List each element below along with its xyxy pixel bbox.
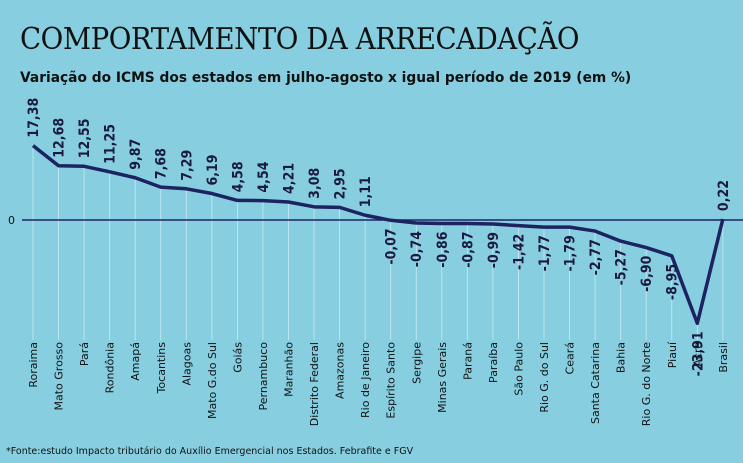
category-label: Acre <box>691 342 704 367</box>
data-label: -6,90 <box>639 255 655 292</box>
category-label: Maranhão <box>283 342 296 397</box>
category-label: Brasil <box>717 342 730 373</box>
category-label: Minas Gerais <box>436 342 449 413</box>
data-label: -5,27 <box>614 249 630 285</box>
data-label: 7,29 <box>179 150 195 181</box>
data-label: -1,42 <box>511 234 527 270</box>
chart-subtitle: Variação do ICMS dos estados em julho-ag… <box>20 70 632 86</box>
data-label: -2,77 <box>588 239 604 275</box>
category-label: Paraná <box>461 342 474 380</box>
category-label: Ceará <box>564 342 577 374</box>
data-label: -23,91 <box>690 331 706 376</box>
data-label: -1,77 <box>537 235 553 271</box>
zero-tick-label: 0 <box>8 214 15 227</box>
data-label: -0,74 <box>409 231 425 268</box>
data-label: 12,55 <box>77 118 93 158</box>
chart-title: COMPORTAMENTO DA ARRECADAÇÃO <box>20 22 580 57</box>
category-label: Mato G.do Sul <box>206 342 219 419</box>
category-label: Mato Grosso <box>53 342 66 411</box>
data-label: 3,08 <box>307 168 323 199</box>
category-label: Rondônia <box>104 342 117 393</box>
data-label: -0,87 <box>460 231 476 267</box>
data-label: 4,21 <box>282 163 298 194</box>
data-label: 6,19 <box>205 154 221 185</box>
category-label: Rio G. do Sul <box>538 342 551 413</box>
data-label: 0,22 <box>716 180 732 211</box>
category-label: Tocantins <box>155 342 168 395</box>
data-label: -0,86 <box>435 231 451 268</box>
data-label: 12,68 <box>52 118 68 158</box>
category-label: Bahia <box>615 342 628 373</box>
data-label: 2,95 <box>333 168 349 199</box>
category-label: Pará <box>78 342 91 366</box>
category-label: Rio G. do Norte <box>640 342 653 426</box>
category-label: Sergipe <box>410 342 423 384</box>
category-label: Rio de Janeiro <box>359 342 372 418</box>
category-label: São Paulo <box>512 342 525 396</box>
source-footnote: *Fonte:estudo Impacto tributário do Auxí… <box>6 446 414 457</box>
data-label: 11,25 <box>103 124 119 164</box>
data-label: -1,79 <box>563 235 579 271</box>
category-label: Alagoas <box>180 342 193 386</box>
category-label: Roraima <box>27 342 40 388</box>
data-label: 1,11 <box>358 176 374 207</box>
data-label: -0,99 <box>486 232 502 268</box>
data-label: -8,95 <box>665 264 681 300</box>
data-label: 7,68 <box>154 148 170 179</box>
series-line <box>31 144 725 326</box>
data-label: 9,87 <box>128 139 144 170</box>
category-label: Espírito Santo <box>385 342 398 419</box>
data-label: 17,38 <box>26 98 42 138</box>
category-label: Amazonas <box>334 342 347 399</box>
data-label: 4,54 <box>256 161 272 192</box>
data-label: -0,07 <box>384 228 400 264</box>
category-label: Pernambuco <box>257 342 270 411</box>
category-label: Distrito Federal <box>308 342 321 426</box>
category-label: Santa Catarina <box>589 342 602 424</box>
category-label: Piauí <box>666 341 679 368</box>
category-label: Paraíba <box>487 342 500 383</box>
data-label: 4,58 <box>230 161 246 192</box>
category-label: Amapá <box>129 342 142 381</box>
category-label: Goiás <box>231 342 244 373</box>
